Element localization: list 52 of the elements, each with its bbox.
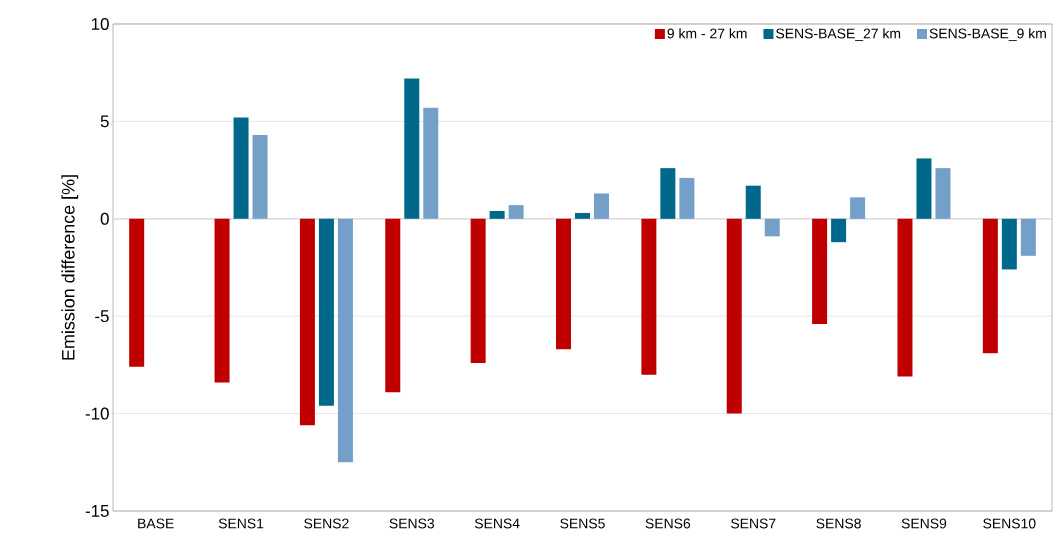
bar (470, 218, 486, 363)
bar (679, 177, 695, 219)
bar (575, 212, 591, 219)
bar (850, 197, 866, 219)
x-tick-label: SENS3 (389, 518, 435, 529)
bar (233, 117, 249, 219)
x-tick-label: SENS4 (474, 518, 520, 529)
bar (423, 107, 439, 219)
x-tick-label: SENS10 (983, 518, 1036, 529)
bar (660, 168, 676, 219)
bar (982, 218, 998, 354)
y-tick-label: 10 (91, 18, 109, 30)
x-tick-label: BASE (138, 518, 174, 529)
bar (812, 218, 828, 324)
bar (404, 78, 420, 219)
bar (935, 168, 951, 219)
x-tick-label: SENS7 (731, 518, 776, 529)
bar (385, 218, 401, 393)
bar (1001, 218, 1017, 270)
bar (745, 185, 761, 219)
y-tick-label: 0 (100, 212, 109, 225)
bar (916, 158, 932, 219)
bar (831, 218, 847, 243)
bar (129, 218, 145, 367)
bar (764, 218, 780, 237)
y-tick-label: 5 (100, 115, 109, 128)
x-tick-label: SENS8 (816, 518, 861, 529)
bar (299, 218, 315, 426)
bar (318, 218, 334, 406)
x-tick-label: SENS5 (560, 518, 605, 529)
legend-label: SENS-BASE_27 km (776, 28, 901, 42)
bar (489, 211, 505, 219)
x-tick-label: SENS2 (304, 518, 349, 529)
bar (252, 135, 268, 219)
x-tick-label: SENS9 (901, 518, 947, 529)
bar (508, 205, 524, 219)
legend-label: SENS-BASE_9 km (929, 28, 1046, 42)
bar (337, 218, 353, 463)
x-tick-label: SENS1 (218, 518, 264, 529)
bar (641, 218, 657, 375)
y-axis-title: Emission difference [%] (61, 175, 79, 360)
bar (556, 218, 572, 350)
y-tick-label: -10 (85, 407, 109, 420)
bar (897, 218, 913, 377)
bar (726, 218, 742, 414)
y-tick-label: -15 (85, 505, 109, 517)
bar (214, 218, 230, 383)
x-tick-label: SENS6 (645, 518, 691, 529)
legend-label: 9 km - 27 km (667, 28, 747, 39)
bar (1020, 218, 1036, 256)
bar (594, 193, 610, 219)
y-tick-label: -5 (95, 310, 109, 323)
